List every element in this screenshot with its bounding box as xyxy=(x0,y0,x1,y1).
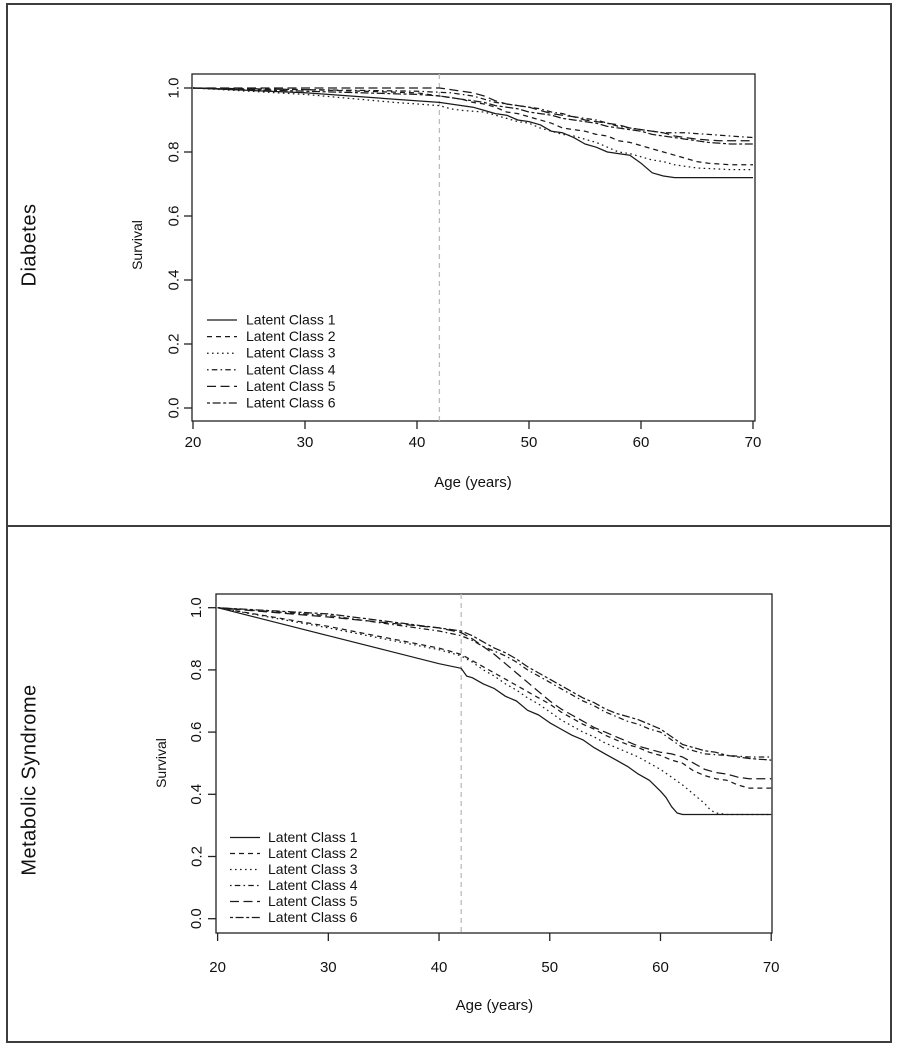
x-tick-label: 20 xyxy=(209,959,226,976)
legend-label: Latent Class 3 xyxy=(268,861,358,877)
series-line-latent-class-2 xyxy=(192,87,753,166)
y-tick-label: 0.4 xyxy=(188,784,205,805)
series-line-latent-class-5 xyxy=(217,607,772,780)
series-line-latent-class-6 xyxy=(192,87,753,145)
plot-box xyxy=(191,73,756,422)
series-line-latent-class-4 xyxy=(217,607,772,758)
y-tick-label: 0.2 xyxy=(188,846,205,867)
y-tick-label: 0.8 xyxy=(188,659,205,680)
y-tick-label: 1.0 xyxy=(165,78,182,99)
x-tick-label: 40 xyxy=(409,434,426,451)
panel-title-metabolic-syndrome: Metabolic Syndrome xyxy=(18,684,41,876)
x-tick-label: 40 xyxy=(431,959,448,976)
x-tick-label: 50 xyxy=(541,959,558,976)
y-tick-label: 0.4 xyxy=(165,270,182,291)
x-axis-title: Age (years) xyxy=(456,997,534,1014)
y-tick-label: 0.2 xyxy=(165,334,182,355)
x-tick-label: 70 xyxy=(763,959,780,976)
x-tick-label: 50 xyxy=(521,434,538,451)
x-tick-label: 70 xyxy=(745,434,762,451)
survival-chart-diabetes: 20 30 40 50 60 70 0.0 0.2 0.4 0.6 0.8 1.0 Age (years… xyxy=(129,73,762,491)
y-tick-label: 1.0 xyxy=(188,597,205,618)
series-line-latent-class-2 xyxy=(217,607,772,789)
legend-label: Latent Class 4 xyxy=(246,361,336,377)
y-tick-label: 0.6 xyxy=(188,722,205,743)
x-tick-label: 60 xyxy=(633,434,650,451)
plot-box xyxy=(215,593,773,934)
y-tick-label: 0.8 xyxy=(165,142,182,163)
x-tick-label: 30 xyxy=(297,434,314,451)
x-tick-label: 20 xyxy=(185,434,202,451)
legend-label: Latent Class 2 xyxy=(268,845,358,861)
y-tick-label: 0.6 xyxy=(165,206,182,227)
series-line-latent-class-5 xyxy=(193,87,753,142)
x-tick-label: 60 xyxy=(652,959,669,976)
x-axis-title: Age (years) xyxy=(434,474,512,491)
y-axis-title: Survival xyxy=(153,738,169,788)
legend-label: Latent Class 1 xyxy=(268,829,358,845)
series-line-latent-class-6 xyxy=(217,607,772,761)
series-line-latent-class-3 xyxy=(192,87,753,171)
panel-title-diabetes: Diabetes xyxy=(18,203,41,287)
series-line-latent-class-4 xyxy=(192,87,754,139)
y-axis-title: Survival xyxy=(129,220,145,270)
series-line-latent-class-1 xyxy=(217,607,772,816)
series-line-latent-class-1 xyxy=(192,87,753,179)
legend-label: Latent Class 6 xyxy=(246,395,336,411)
y-tick-label: 0.0 xyxy=(188,908,205,929)
legend-label: Latent Class 6 xyxy=(268,909,358,925)
legend-label: Latent Class 2 xyxy=(246,328,336,344)
survival-chart-metabolic-syndrome: 20 30 40 50 60 70 0.0 0.2 0.4 0.6 0.8 1.0 Age (years… xyxy=(153,593,780,1014)
x-tick-label: 30 xyxy=(320,959,337,976)
y-tick-label: 0.0 xyxy=(165,398,182,419)
series-line-latent-class-3 xyxy=(217,607,772,816)
legend-label: Latent Class 5 xyxy=(268,893,358,909)
legend-label: Latent Class 3 xyxy=(246,345,336,361)
legend-label: Latent Class 5 xyxy=(246,378,336,394)
legend-label: Latent Class 1 xyxy=(246,312,336,328)
legend-label: Latent Class 4 xyxy=(268,877,358,893)
